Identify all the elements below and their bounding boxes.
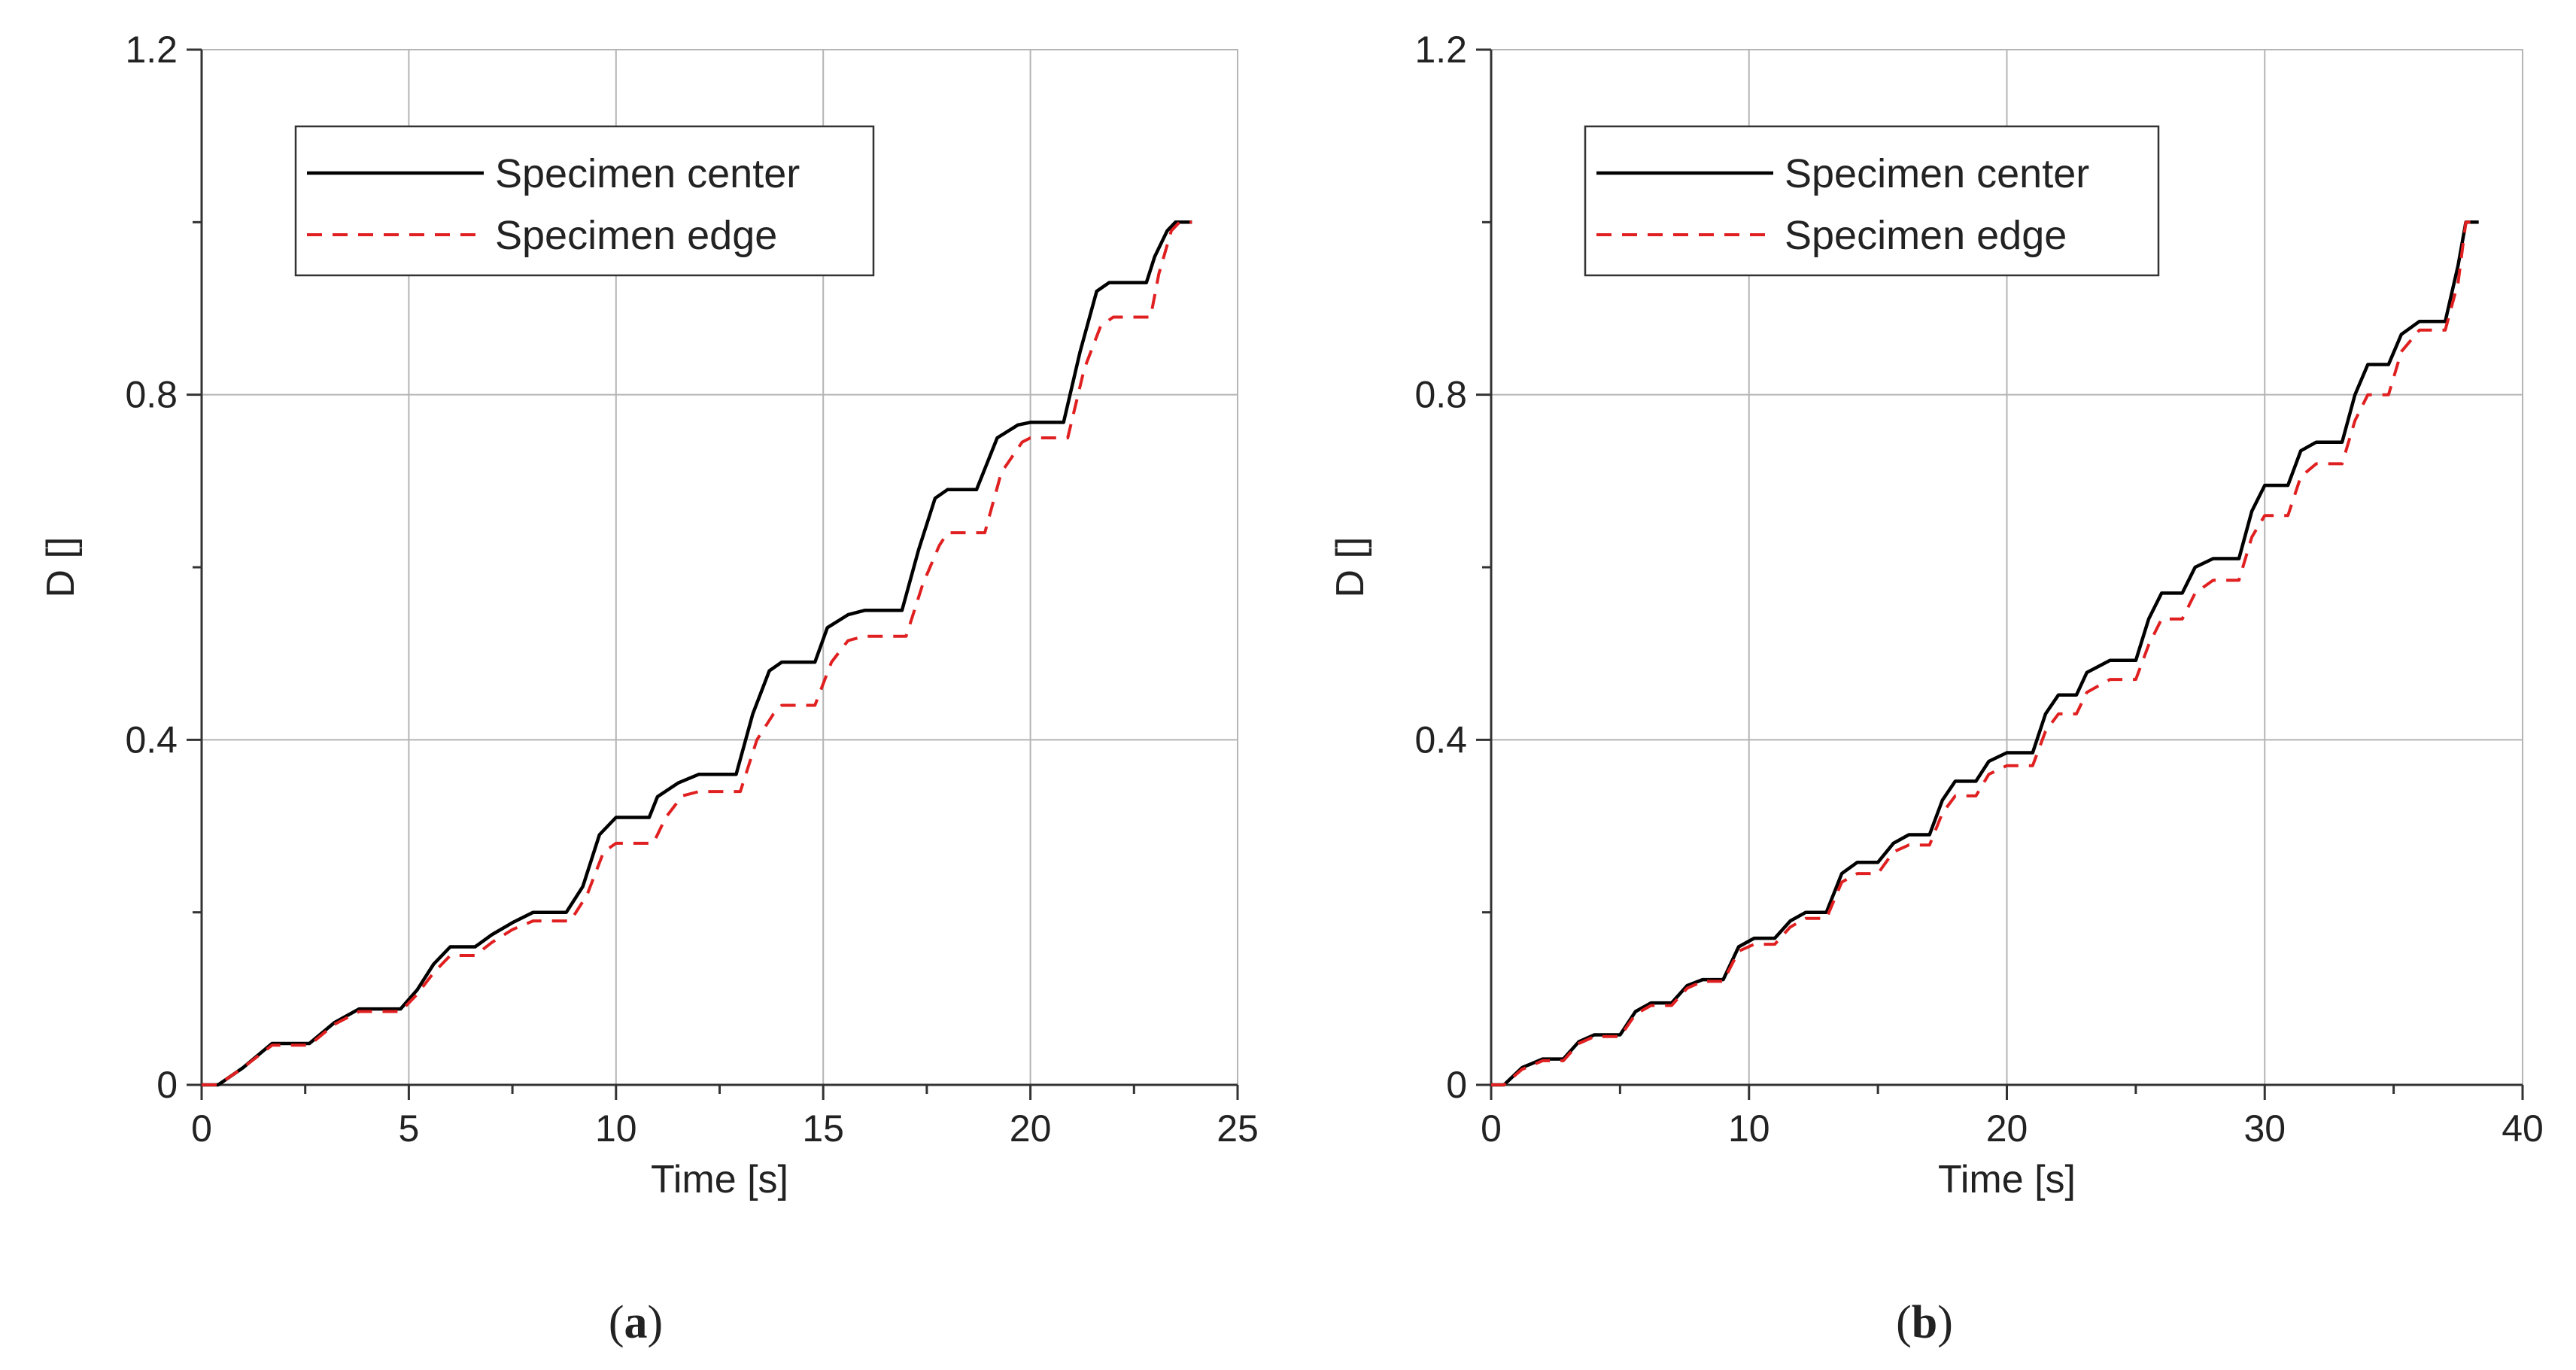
y-tick-label: 0.4	[125, 718, 178, 761]
legend: Specimen center Specimen edge	[294, 125, 875, 277]
x-tick-label: 15	[802, 1107, 844, 1150]
x-tick-label: 10	[1728, 1107, 1770, 1150]
y-tick-label: 1.2	[125, 29, 178, 71]
series-line-specimen-center	[1491, 220, 2479, 1087]
y-axis-title: D []	[1329, 537, 1372, 598]
x-tick-label: 5	[398, 1107, 419, 1150]
series-line-specimen-edge	[1491, 220, 2479, 1086]
legend-label-specimen-center: Specimen center	[1785, 151, 2089, 196]
y-tick-label: 0	[156, 1064, 178, 1106]
y-tick-label: 0.8	[1414, 374, 1467, 416]
legend: Specimen center Specimen edge	[1584, 125, 2160, 277]
panel-a: 0 5 10 15 20 25 0 0.4 0.8 1.2 Time [s] D [] Specimen…	[39, 29, 1259, 1348]
y-tick-label: 1.2	[1414, 29, 1467, 71]
legend-box	[294, 125, 875, 277]
x-tick-label: 40	[2502, 1107, 2544, 1150]
x-tick-label: 25	[1217, 1107, 1259, 1150]
legend-label-specimen-edge: Specimen edge	[495, 213, 777, 258]
panel-label: (a)	[609, 1297, 663, 1348]
series-line-specimen-center	[202, 220, 1192, 1087]
panel-label: (b)	[1896, 1297, 1953, 1348]
x-tick-label: 0	[1481, 1107, 1502, 1150]
x-tick-label: 0	[191, 1107, 212, 1150]
y-axis-title: D []	[39, 537, 83, 598]
legend-label-specimen-edge: Specimen edge	[1785, 213, 2067, 258]
x-tick-label: 20	[1986, 1107, 2028, 1150]
x-tick-label: 10	[595, 1107, 637, 1150]
x-axis-title: Time [s]	[1938, 1158, 2076, 1201]
x-tick-label: 30	[2243, 1107, 2286, 1150]
y-tick-label: 0	[1446, 1064, 1467, 1106]
legend-label-specimen-center: Specimen center	[495, 151, 800, 196]
x-tick-label: 20	[1010, 1107, 1052, 1150]
x-axis-title: Time [s]	[651, 1158, 788, 1201]
panel-b: 0 10 20 30 40 0 0.4 0.8 1.2 Time [s] D [] Specimen …	[1329, 29, 2544, 1348]
legend-box	[1584, 125, 2160, 277]
y-tick-label: 0.4	[1414, 718, 1467, 761]
series-line-specimen-edge	[202, 220, 1192, 1086]
y-tick-label: 0.8	[125, 374, 178, 416]
